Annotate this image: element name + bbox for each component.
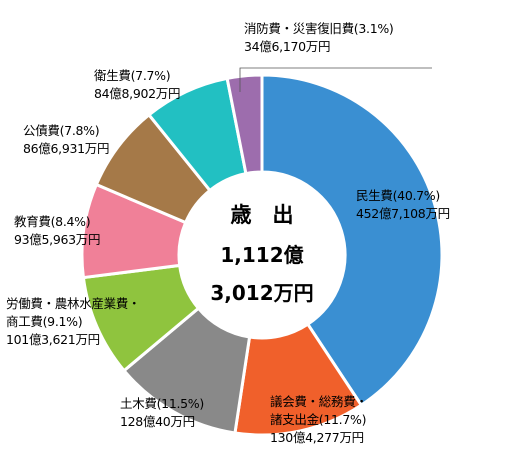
- slice-label-0-line-0: 民生費(40.7%): [356, 188, 440, 203]
- slice-label-4-line-0: 教育費(8.4%): [14, 214, 90, 229]
- center-total-line1: 1,112億: [220, 243, 303, 267]
- slice-label-4: 教育費(8.4%) 93億5,963万円: [14, 214, 100, 247]
- slice-label-3-line-1: 商工費(9.1%): [6, 314, 82, 329]
- slice-label-3-line-2: 101億3,621万円: [6, 332, 100, 347]
- slice-label-6-line-1: 84億8,902万円: [94, 86, 180, 101]
- slice-label-7: 消防費・災害復旧費(3.1%) 34億6,170万円: [244, 21, 394, 54]
- slice-label-0-line-1: 452億7,108万円: [356, 206, 450, 221]
- label-leader-lines: [239, 67, 432, 92]
- slice-label-5-line-1: 86億6,931万円: [23, 141, 109, 156]
- slice-label-3-line-0: 労働費・農林水産業費・: [6, 296, 140, 311]
- slice-label-4-line-1: 93億5,963万円: [14, 232, 100, 247]
- slice-label-2: 土木費(11.5%) 128億40万円: [120, 396, 204, 429]
- slice-label-3: 労働費・農林水産業費・商工費(9.1%) 101億3,621万円: [6, 296, 140, 347]
- slice-label-1-line-0: 議会費・総務費・: [270, 394, 368, 409]
- center-total-line2: 3,012万円: [210, 281, 313, 305]
- slice-label-5: 公債費(7.8%) 86億6,931万円: [23, 123, 109, 156]
- center-title: 歳 出: [231, 203, 294, 227]
- slice-label-7-line-1: 34億6,170万円: [244, 39, 330, 54]
- slice-label-1-line-2: 130億4,277万円: [270, 430, 364, 445]
- slice-label-0: 民生費(40.7%) 452億7,108万円: [356, 188, 450, 221]
- slice-label-1: 議会費・総務費・諸支出金(11.7%) 130億4,277万円: [270, 394, 368, 445]
- slice-label-6: 衛生費(7.7%) 84億8,902万円: [94, 68, 180, 101]
- slice-label-2-line-1: 128億40万円: [120, 414, 195, 429]
- slice-label-5-line-0: 公債費(7.8%): [23, 123, 99, 138]
- slice-label-6-line-0: 衛生費(7.7%): [94, 68, 170, 83]
- slice-label-1-line-1: 諸支出金(11.7%): [270, 412, 366, 427]
- leader-line-small-slice: [239, 67, 432, 92]
- donut-center-hole: [179, 172, 345, 338]
- slice-labels: 民生費(40.7%) 452億7,108万円議会費・総務費・諸支出金(11.7%)…: [6, 21, 450, 445]
- slice-label-2-line-0: 土木費(11.5%): [120, 396, 204, 411]
- slice-label-7-line-0: 消防費・災害復旧費(3.1%): [244, 21, 394, 36]
